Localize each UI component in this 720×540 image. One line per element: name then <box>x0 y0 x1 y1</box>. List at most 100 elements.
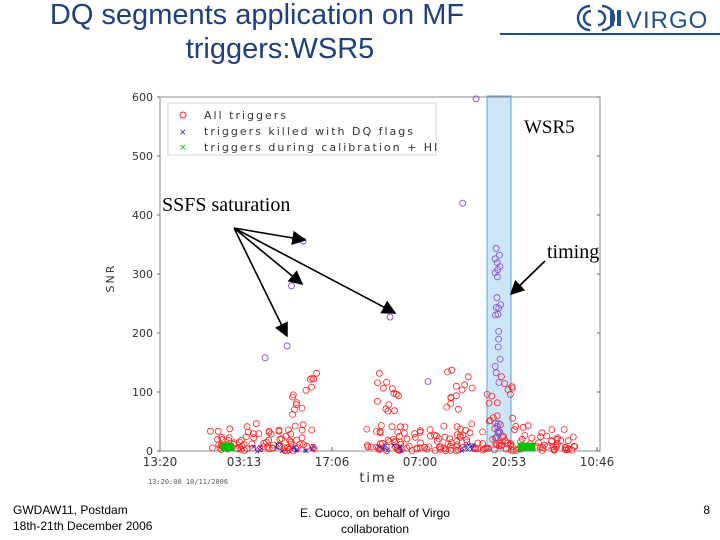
trigger-point <box>457 425 464 433</box>
trigger-point <box>375 444 382 452</box>
legend-marker-calib: × <box>179 143 187 153</box>
trigger-point <box>291 422 299 430</box>
x-tick-label: 10:46 <box>580 455 615 469</box>
outlier-point <box>288 282 295 290</box>
trigger-point <box>367 443 375 451</box>
killed-trigger-point <box>491 255 499 263</box>
trigger-point <box>507 440 515 448</box>
trigger-point <box>206 427 214 435</box>
trigger-point <box>249 444 257 452</box>
trigger-point <box>284 426 292 434</box>
trigger-point <box>504 439 511 447</box>
trigger-point <box>255 430 263 438</box>
trigger-point <box>483 390 491 398</box>
trigger-point <box>308 383 315 391</box>
killed-trigger-point: × <box>376 443 383 452</box>
trigger-point <box>464 373 472 381</box>
killed-trigger-point: × <box>469 445 476 454</box>
chart-legend: All triggers × triggers killed with DQ f… <box>167 102 437 156</box>
killed-trigger-point: × <box>254 447 261 456</box>
trigger-point <box>269 444 277 452</box>
trigger-point <box>512 422 520 430</box>
legend-label-killed: triggers killed with DQ flags <box>204 125 415 138</box>
legend-marker-all <box>179 111 187 119</box>
arrow-ssfs-4 <box>233 227 288 338</box>
killed-trigger-point: × <box>279 447 286 456</box>
page-number: 8 <box>703 503 710 517</box>
arrow-ssfs-2 <box>233 227 304 286</box>
trigger-point <box>374 379 381 387</box>
trigger-point <box>493 412 501 420</box>
trigger-point <box>470 445 478 453</box>
killed-trigger-point: × <box>459 446 466 455</box>
trigger-point <box>364 443 372 451</box>
trigger-point <box>275 441 283 449</box>
trigger-point <box>423 445 431 453</box>
slide-title-line1: DQ segments application on MF <box>49 0 465 31</box>
trigger-point <box>401 423 409 431</box>
virgo-logo: VIRGO <box>576 4 707 34</box>
trigger-point <box>504 386 512 393</box>
trigger-point <box>302 386 310 394</box>
trigger-point <box>283 447 291 455</box>
footer-conference-line1: GWDAW11, Postdam <box>13 503 128 517</box>
trigger-point <box>376 440 384 448</box>
trigger-point <box>289 393 296 401</box>
trigger-point <box>479 428 487 436</box>
trigger-point <box>417 439 424 447</box>
trigger-point <box>278 435 286 442</box>
trigger-point <box>454 405 462 413</box>
trigger-point <box>548 426 556 433</box>
footer-conference-line2: 18th-21th December 2006 <box>13 519 153 533</box>
trigger-point <box>289 447 297 455</box>
legend-box <box>167 102 437 156</box>
y-tick-label: 400 <box>132 209 153 222</box>
trigger-point <box>416 444 424 452</box>
killed-trigger-point <box>496 355 504 363</box>
trigger-point <box>536 443 544 451</box>
trigger-point <box>456 433 464 441</box>
trigger-point <box>240 440 248 448</box>
trigger-point <box>493 399 501 407</box>
trigger-point <box>454 446 462 454</box>
trigger-point <box>376 445 384 453</box>
trigger-point <box>452 392 460 400</box>
y-tick-label: 200 <box>132 327 153 340</box>
trigger-point <box>397 423 404 431</box>
trigger-point <box>379 384 387 392</box>
trigger-point <box>447 400 455 407</box>
trigger-point <box>502 445 510 453</box>
killed-trigger-point: × <box>380 444 387 453</box>
y-tick-label: 100 <box>132 386 153 399</box>
footer-author-line2: collaboration <box>340 522 410 536</box>
outlier-point <box>283 342 291 350</box>
trigger-point <box>538 429 546 437</box>
trigger-point <box>511 426 519 434</box>
trigger-point <box>373 397 381 405</box>
killed-trigger-point <box>497 301 505 309</box>
annotation-ssfs: SSFS saturation <box>162 194 290 216</box>
trigger-point <box>446 442 454 450</box>
trigger-point <box>446 435 454 443</box>
trigger-point <box>265 436 273 444</box>
killed-trigger-point <box>495 335 503 343</box>
trigger-point <box>500 433 508 441</box>
trigger-point <box>249 430 257 438</box>
trigger-point <box>403 435 411 443</box>
trigger-point <box>309 443 317 451</box>
trigger-point <box>509 414 516 422</box>
trigger-point <box>376 429 384 437</box>
trigger-point <box>440 422 448 430</box>
y-tick-label: 0 <box>146 445 153 458</box>
y-axis: 0 100 200 300 400 500 600 <box>132 91 600 458</box>
trigger-point <box>453 437 461 445</box>
killed-trigger-point <box>495 379 503 386</box>
trigger-point <box>377 422 385 429</box>
killed-trigger-point: × <box>290 443 297 452</box>
killed-trigger-point <box>492 369 500 377</box>
trigger-point <box>488 392 496 400</box>
x-tick-label: 03:13 <box>227 455 262 469</box>
trigger-point <box>496 421 504 429</box>
x-tick-label: 17:06 <box>315 455 350 469</box>
